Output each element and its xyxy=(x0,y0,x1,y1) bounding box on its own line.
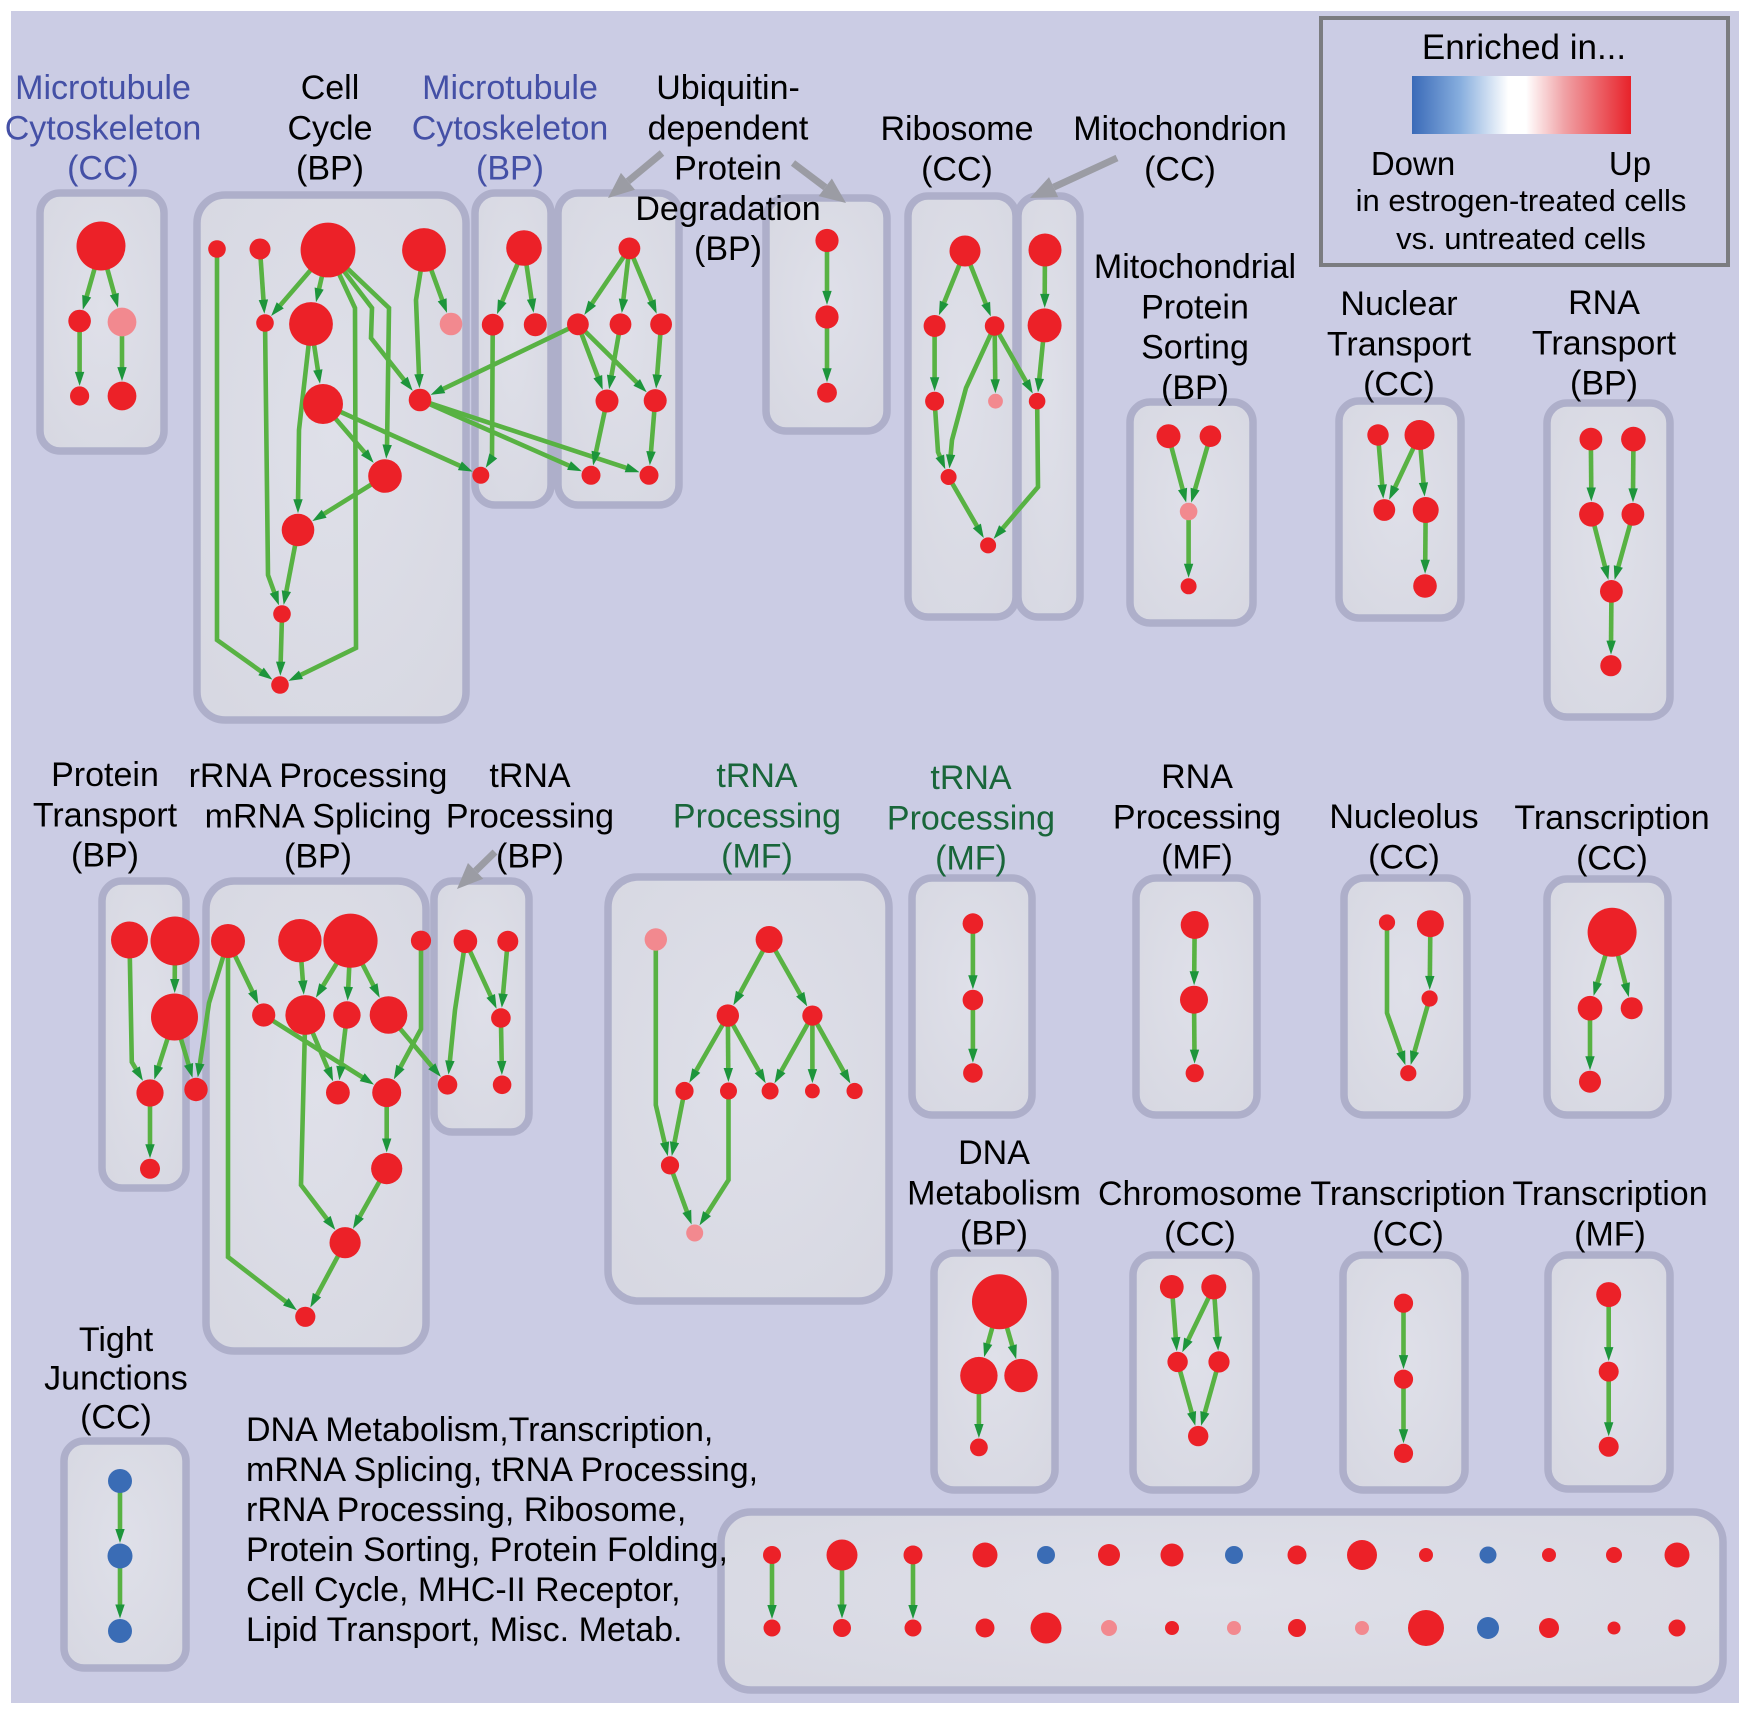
svg-text:RNA: RNA xyxy=(1161,758,1233,796)
svg-text:(CC): (CC) xyxy=(80,1398,152,1436)
svg-text:(BP): (BP) xyxy=(694,230,762,268)
svg-text:Down: Down xyxy=(1371,145,1455,182)
svg-text:Cell: Cell xyxy=(301,69,360,107)
svg-text:Tight: Tight xyxy=(79,1321,154,1359)
svg-text:Up: Up xyxy=(1609,145,1651,182)
svg-text:Junctions: Junctions xyxy=(44,1360,188,1398)
svg-text:Sorting: Sorting xyxy=(1141,329,1249,367)
svg-text:(CC): (CC) xyxy=(1363,366,1435,404)
svg-text:Ribosome: Ribosome xyxy=(880,110,1033,148)
svg-text:(BP): (BP) xyxy=(71,837,139,875)
svg-text:(CC): (CC) xyxy=(1372,1215,1444,1253)
svg-text:DNA: DNA xyxy=(958,1134,1030,1172)
svg-text:Cytoskeleton: Cytoskeleton xyxy=(412,109,609,147)
svg-text:mRNA Splicing: mRNA Splicing xyxy=(205,797,432,835)
svg-text:(MF): (MF) xyxy=(1161,839,1233,877)
svg-text:Enriched in...: Enriched in... xyxy=(1422,28,1626,67)
svg-text:Mitochondrion: Mitochondrion xyxy=(1073,110,1287,148)
svg-text:Transcription: Transcription xyxy=(1310,1175,1505,1213)
svg-text:Transcription: Transcription xyxy=(1514,799,1709,837)
svg-text:mRNA Splicing, tRNA Processing: mRNA Splicing, tRNA Processing, xyxy=(246,1451,758,1489)
svg-text:in estrogen-treated cells: in estrogen-treated cells xyxy=(1356,183,1687,218)
svg-text:Metabolism: Metabolism xyxy=(907,1174,1081,1212)
svg-text:(BP): (BP) xyxy=(960,1215,1028,1253)
svg-text:Chromosome: Chromosome xyxy=(1098,1175,1302,1213)
svg-text:Protein: Protein xyxy=(1141,288,1249,326)
svg-text:Transcription: Transcription xyxy=(1512,1175,1707,1213)
svg-text:Cell Cycle, MHC-II Receptor,: Cell Cycle, MHC-II Receptor, xyxy=(246,1571,681,1609)
svg-text:Microtubule: Microtubule xyxy=(15,69,191,107)
svg-text:tRNA: tRNA xyxy=(716,757,798,795)
svg-text:Protein Sorting, Protein Foldi: Protein Sorting, Protein Folding, xyxy=(246,1531,728,1569)
svg-text:(MF): (MF) xyxy=(1574,1215,1646,1253)
svg-text:(BP): (BP) xyxy=(1161,369,1229,407)
svg-text:Mitochondrial: Mitochondrial xyxy=(1094,248,1296,286)
svg-text:Processing: Processing xyxy=(673,797,841,835)
svg-text:Processing: Processing xyxy=(1113,798,1281,836)
svg-text:(CC): (CC) xyxy=(1576,839,1648,877)
svg-text:Protein: Protein xyxy=(674,150,782,188)
svg-text:rRNA Processing, Ribosome,: rRNA Processing, Ribosome, xyxy=(246,1491,686,1529)
svg-text:(CC): (CC) xyxy=(1368,838,1440,876)
svg-text:Cycle: Cycle xyxy=(287,109,372,147)
svg-text:Transport: Transport xyxy=(1532,324,1677,362)
svg-text:Processing: Processing xyxy=(446,797,614,835)
svg-text:(BP): (BP) xyxy=(1570,365,1638,403)
svg-text:tRNA: tRNA xyxy=(930,759,1012,797)
svg-text:Nucleolus: Nucleolus xyxy=(1329,798,1478,836)
svg-text:vs. untreated cells: vs. untreated cells xyxy=(1396,221,1646,256)
svg-text:Lipid Transport, Misc. Metab.: Lipid Transport, Misc. Metab. xyxy=(246,1611,683,1649)
svg-text:DNA Metabolism,Transcription,: DNA Metabolism,Transcription, xyxy=(246,1411,713,1449)
svg-text:rRNA Processing: rRNA Processing xyxy=(189,757,448,795)
svg-text:Transport: Transport xyxy=(33,796,178,834)
svg-text:tRNA: tRNA xyxy=(489,757,571,795)
svg-text:(CC): (CC) xyxy=(1164,1215,1236,1253)
svg-text:(BP): (BP) xyxy=(496,838,564,876)
svg-text:(CC): (CC) xyxy=(921,150,993,188)
svg-text:dependent: dependent xyxy=(648,109,809,147)
svg-text:RNA: RNA xyxy=(1568,284,1640,322)
svg-text:(CC): (CC) xyxy=(67,150,139,188)
svg-text:(MF): (MF) xyxy=(935,840,1007,878)
svg-text:Transport: Transport xyxy=(1327,325,1472,363)
svg-text:(BP): (BP) xyxy=(296,150,364,188)
svg-text:Nuclear: Nuclear xyxy=(1340,285,1457,323)
svg-text:Cytoskeleton: Cytoskeleton xyxy=(5,109,202,147)
svg-text:Degradation: Degradation xyxy=(635,190,820,228)
svg-text:Protein: Protein xyxy=(51,756,159,794)
svg-text:(BP): (BP) xyxy=(284,838,352,876)
svg-text:(BP): (BP) xyxy=(476,150,544,188)
svg-text:(CC): (CC) xyxy=(1144,150,1216,188)
svg-text:Microtubule: Microtubule xyxy=(422,69,598,107)
svg-text:(MF): (MF) xyxy=(721,838,793,876)
svg-text:Ubiquitin-: Ubiquitin- xyxy=(656,69,800,107)
svg-text:Processing: Processing xyxy=(887,799,1055,837)
